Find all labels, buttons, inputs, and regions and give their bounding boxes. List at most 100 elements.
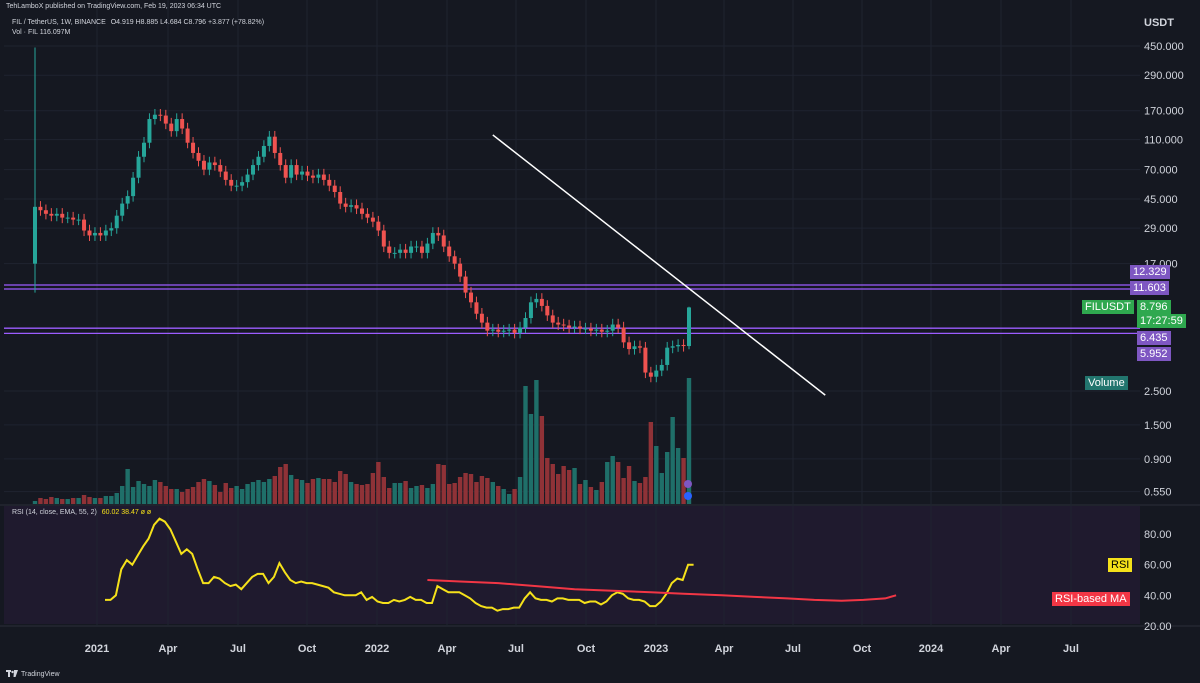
volume-bar — [528, 414, 534, 504]
rsi-tick-label: 40.00 — [1144, 590, 1172, 602]
candle-body — [327, 179, 332, 186]
price-tick-label: 2.500 — [1144, 386, 1172, 398]
volume-bar — [387, 488, 392, 504]
symbol-title: FIL / TetherUS, 1W, BINANCE — [12, 19, 106, 26]
volume-bar — [670, 417, 675, 504]
candle-body — [561, 324, 566, 326]
rsi-tick-label: 60.00 — [1144, 560, 1172, 572]
price-tick-label: 290.000 — [1144, 70, 1184, 82]
volume-bar — [283, 464, 288, 504]
candle-body — [240, 182, 245, 186]
volume-bar — [158, 482, 163, 504]
candle-body — [321, 174, 326, 180]
candle-body — [501, 330, 506, 332]
volume-bar — [223, 483, 228, 504]
volume-bar — [305, 483, 310, 504]
time-tick-label: Jul — [1063, 643, 1079, 655]
candle-body — [687, 307, 691, 347]
tradingview-footer[interactable]: TradingView — [6, 670, 60, 678]
volume-bar — [392, 483, 397, 504]
time-tick-label: Apr — [715, 643, 735, 655]
volume-badge: Volume — [1085, 376, 1128, 390]
candle-body — [158, 114, 163, 116]
price-tick-label: 29.000 — [1144, 223, 1178, 235]
candle-body — [599, 329, 604, 332]
rsi-legend[interactable]: RSI (14, close, EMA, 55, 2) 60.02 38.47 … — [12, 509, 151, 516]
level-badge-5: 5.952 — [1137, 347, 1171, 361]
candle-body — [65, 217, 70, 219]
volume-bar — [490, 482, 495, 504]
candle-body — [234, 185, 239, 187]
volume-bar — [201, 479, 207, 504]
volume-bar — [76, 498, 81, 504]
candle-body — [621, 327, 626, 343]
candle-body — [212, 162, 217, 166]
candle-body — [441, 235, 446, 247]
time-tick-label: 2024 — [919, 643, 944, 655]
candle-body — [338, 192, 343, 204]
price-axis[interactable]: 450.000 290.000 170.000 110.000 70.000 45.000… — [1144, 41, 1184, 499]
time-tick-label: 2022 — [365, 643, 389, 655]
time-tick-label: Oct — [298, 643, 317, 655]
candle-body — [681, 344, 686, 347]
volume-bar — [403, 481, 408, 504]
horizontal-levels[interactable] — [4, 284, 1140, 335]
candle-body — [71, 217, 76, 220]
candle-body — [185, 128, 190, 143]
volume-bar — [103, 496, 109, 504]
time-tick-label: Oct — [577, 643, 596, 655]
candle-body — [201, 160, 206, 170]
volume-bar — [654, 446, 659, 504]
candle-body — [300, 171, 305, 175]
time-axis[interactable]: 2021 Apr Jul Oct 2022 Apr Jul Oct 2023 Apr Jul Oct 2… — [85, 643, 1079, 655]
candle-body — [43, 210, 48, 214]
volume-bar — [114, 493, 119, 504]
volume-bar — [81, 495, 87, 504]
candle-body — [485, 322, 490, 331]
volume-legend[interactable]: Vol · FIL 116.097M — [12, 29, 71, 36]
volume-bar — [70, 498, 76, 504]
candle-body — [109, 228, 114, 231]
volume-bar — [436, 464, 441, 504]
volume-bar — [212, 485, 218, 504]
volume-bar — [534, 380, 539, 504]
candle-body — [147, 119, 152, 143]
candle-body — [180, 119, 185, 129]
rsi-indicator — [105, 517, 897, 612]
volume-bar — [327, 479, 332, 504]
volume-bar — [54, 498, 59, 504]
candle-body — [578, 326, 582, 329]
volume-bar — [561, 466, 566, 504]
flag-marker-icon — [684, 492, 692, 500]
volume-bar — [637, 483, 643, 504]
candle-body — [490, 329, 495, 331]
volume-bar — [621, 478, 626, 504]
volume-bar — [359, 485, 365, 504]
candle-body — [131, 177, 136, 197]
volume-bar — [572, 468, 577, 504]
time-tick-label: Jul — [508, 643, 524, 655]
volume-bar — [681, 458, 686, 504]
volume-bar — [643, 477, 648, 504]
symbol-legend[interactable]: FIL / TetherUS, 1W, BINANCE O4.919 H8.88… — [12, 19, 264, 26]
trendline[interactable] — [492, 134, 826, 396]
tradingview-brand: TradingView — [21, 670, 60, 678]
volume-bar — [686, 378, 692, 504]
candle-body — [174, 119, 179, 132]
volume-bar — [229, 488, 234, 504]
candle-body — [518, 327, 523, 333]
rsi-ma-badge: RSI-based MA — [1052, 592, 1130, 606]
volume-bar — [506, 494, 512, 504]
rsi-pane-background — [4, 506, 1140, 624]
candle-body — [33, 206, 37, 264]
rsi-axis[interactable]: 80.00 60.00 40.00 20.00 — [1144, 529, 1172, 633]
volume-bar — [588, 487, 594, 504]
candle-body — [458, 263, 463, 277]
volume-bar — [583, 480, 588, 504]
candle-body — [365, 213, 370, 218]
volume-bar — [239, 489, 245, 504]
price-candles — [33, 47, 692, 500]
rsi-badge: RSI — [1108, 558, 1133, 572]
candle-body — [310, 175, 315, 178]
